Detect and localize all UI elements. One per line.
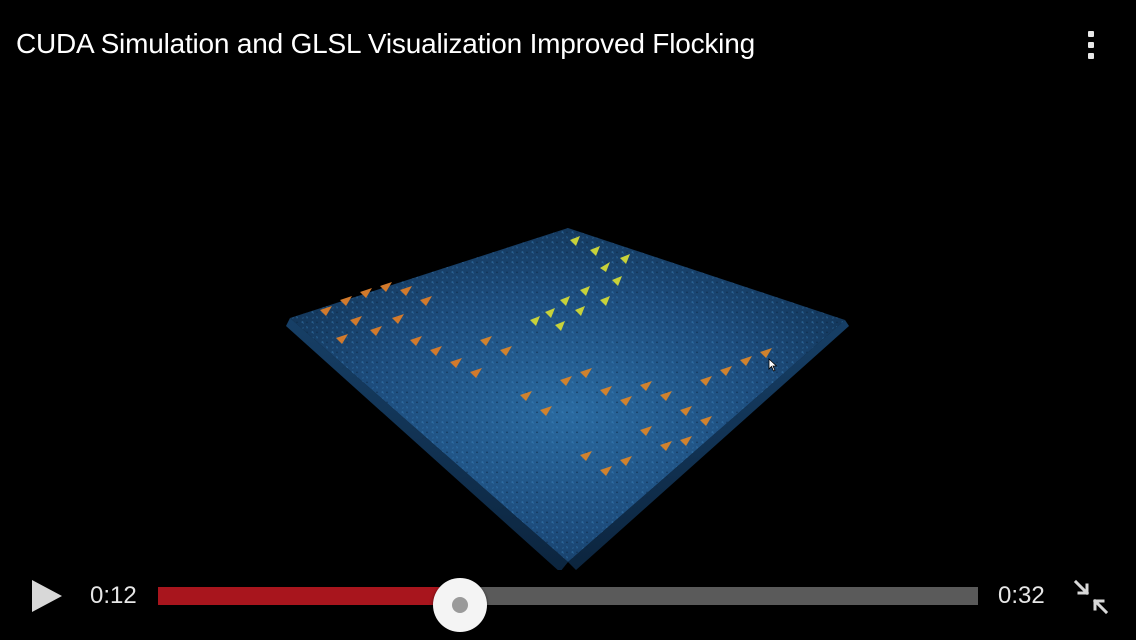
flocking-simulation-frame [286,228,849,572]
exit-fullscreen-icon [1073,579,1109,615]
more-vertical-icon [1088,31,1094,37]
seek-bar[interactable] [158,578,978,632]
terrain-edge-left [286,318,568,572]
exit-fullscreen-button[interactable] [1072,578,1110,616]
terrain-edge-right [568,320,849,570]
boid-cluster-orange-left [320,282,482,378]
more-options-button[interactable] [1076,26,1106,64]
more-vertical-icon-dot [1088,53,1094,59]
total-duration: 0:32 [998,582,1045,609]
boid-cluster-yellow [530,236,630,331]
video-title: CUDA Simulation and GLSL Visualization I… [16,28,755,59]
play-icon [32,580,62,612]
seek-bar-played [158,587,460,605]
current-time: 0:12 [90,582,137,609]
video-frame[interactable] [0,90,1136,572]
terrain-texture [290,228,845,562]
mouse-pointer-icon [768,358,778,372]
more-vertical-icon-dot [1088,42,1094,48]
player-controls: 0:12 0:32 [0,570,1136,632]
seek-handle-center [451,597,468,613]
seek-bar-handle[interactable] [432,578,487,632]
play-button[interactable] [28,578,68,614]
boid-cluster-orange-bottom [480,336,772,476]
